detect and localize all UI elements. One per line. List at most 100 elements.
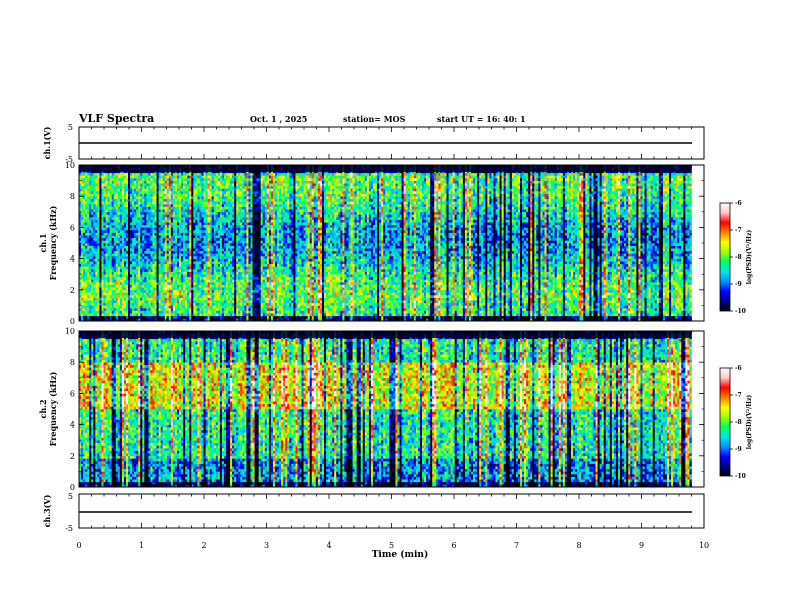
spectrogram-cell [111, 276, 115, 280]
spectrogram-cell [113, 276, 117, 280]
spectrogram-cell [166, 308, 170, 311]
spectrogram-cell [228, 269, 231, 272]
spectrogram-cell [156, 211, 159, 215]
spectrogram-cell [199, 282, 202, 285]
spectrogram-cell [136, 263, 139, 267]
spectrogram-cell [181, 256, 184, 259]
spectrogram-cell [125, 245, 129, 249]
spectrogram-cell [223, 245, 227, 249]
spectrogram-cell [105, 300, 108, 304]
spectrogram-cell [91, 243, 94, 246]
spectrogram-cell [201, 178, 204, 181]
spectrogram-cell [217, 313, 221, 317]
spectrogram-cell [234, 258, 237, 262]
spectrogram-cell [130, 214, 133, 218]
spectrogram-cell [244, 289, 247, 293]
spectrogram-cell [150, 282, 153, 285]
spectrogram-cell [219, 222, 223, 226]
spectrogram-cell [134, 313, 137, 317]
spectrogram-cell [191, 300, 194, 304]
spectrogram-cell [115, 191, 119, 194]
spectrogram-cell [228, 183, 231, 187]
station-label: station= MOS [343, 114, 406, 124]
spectrogram-cell [183, 263, 186, 267]
spectrogram-cell [213, 175, 217, 179]
spectrogram-cell [103, 222, 106, 226]
spectrogram-cell [189, 245, 192, 249]
spectrogram-cell [187, 224, 190, 228]
spectrogram-cell [113, 214, 117, 218]
spectrogram-cell [130, 217, 133, 220]
spectrogram-cell [140, 274, 143, 278]
spectrogram-cell [160, 250, 164, 254]
spectrogram-cell [132, 318, 135, 322]
spectrogram-cell [154, 180, 157, 184]
spectrogram-cell [117, 235, 121, 239]
spectrogram-cell [203, 297, 206, 301]
spectrogram-cell [228, 279, 231, 283]
spectrogram-cell [95, 318, 98, 322]
spectrogram-cell [166, 227, 170, 231]
spectrogram-cell [162, 274, 166, 278]
spectrogram-cell [213, 180, 217, 184]
spectrogram-cell [95, 300, 98, 304]
spectrogram-cell [128, 196, 131, 200]
spectrogram-cell [87, 222, 90, 226]
spectrogram-cell [160, 222, 164, 226]
spectrogram-cell [95, 256, 98, 259]
spectrogram-cell [179, 279, 182, 283]
spectrogram-cell [99, 217, 102, 220]
spectrogram-cell [95, 308, 98, 311]
spectrogram-cell [97, 211, 100, 215]
spectrogram-cell [179, 300, 182, 304]
spectrogram-cell [232, 201, 235, 205]
spectrogram-cell [87, 172, 90, 176]
spectrogram-cell [95, 175, 98, 179]
spectrogram-cell [156, 224, 159, 228]
spectrogram-cell [199, 261, 202, 265]
spectrogram-cell [140, 198, 143, 202]
spectrogram-cell [103, 230, 106, 233]
spectrogram-cell [148, 183, 151, 187]
spectrogram-cell [111, 217, 115, 220]
spectrogram-cell [164, 287, 168, 291]
spectrogram-cell [240, 279, 243, 283]
spectrogram-cell [209, 284, 213, 288]
spectrogram-cell [240, 308, 243, 311]
spectrogram-cell [105, 175, 108, 179]
spectrogram-cell [93, 224, 96, 228]
spectrogram-cell [179, 227, 182, 231]
spectrogram-cell [207, 206, 210, 210]
spectrogram-cell [146, 183, 149, 187]
spectrogram-cell [170, 310, 174, 314]
spectrogram-cell [234, 175, 237, 179]
spectrogram-cell [115, 315, 119, 319]
spectrogram-cell [172, 269, 176, 272]
spectrogram-cell [193, 310, 196, 314]
spectrogram-cell [201, 204, 204, 207]
spectrogram-cell [91, 308, 94, 311]
spectrogram-cell [193, 292, 196, 296]
spectrogram-cell [183, 219, 186, 223]
spectrogram-cell [174, 258, 178, 262]
spectrogram-cell [187, 232, 190, 236]
spectrogram-cell [130, 196, 133, 200]
spectrogram-cell [117, 313, 121, 317]
spectrogram-cell [207, 214, 210, 218]
spectrogram-cell [174, 196, 178, 200]
spectrogram-cell [199, 253, 202, 257]
spectrogram-cell [238, 305, 241, 309]
spectrogram-cell [113, 315, 117, 319]
spectrogram-cell [228, 258, 231, 262]
spectrogram-cell [191, 313, 194, 317]
spectrogram-cell [136, 269, 139, 272]
spectrogram-cell [119, 308, 123, 311]
spectrogram-cell [154, 258, 157, 262]
spectrogram-cell [226, 185, 229, 189]
spectrogram-cell [201, 263, 204, 267]
spectrogram-cell [136, 248, 139, 252]
spectrogram-cell [189, 204, 192, 207]
spectrogram-cell [211, 180, 215, 184]
spectrogram-cell [150, 297, 153, 301]
spectrogram-cell [144, 243, 147, 246]
